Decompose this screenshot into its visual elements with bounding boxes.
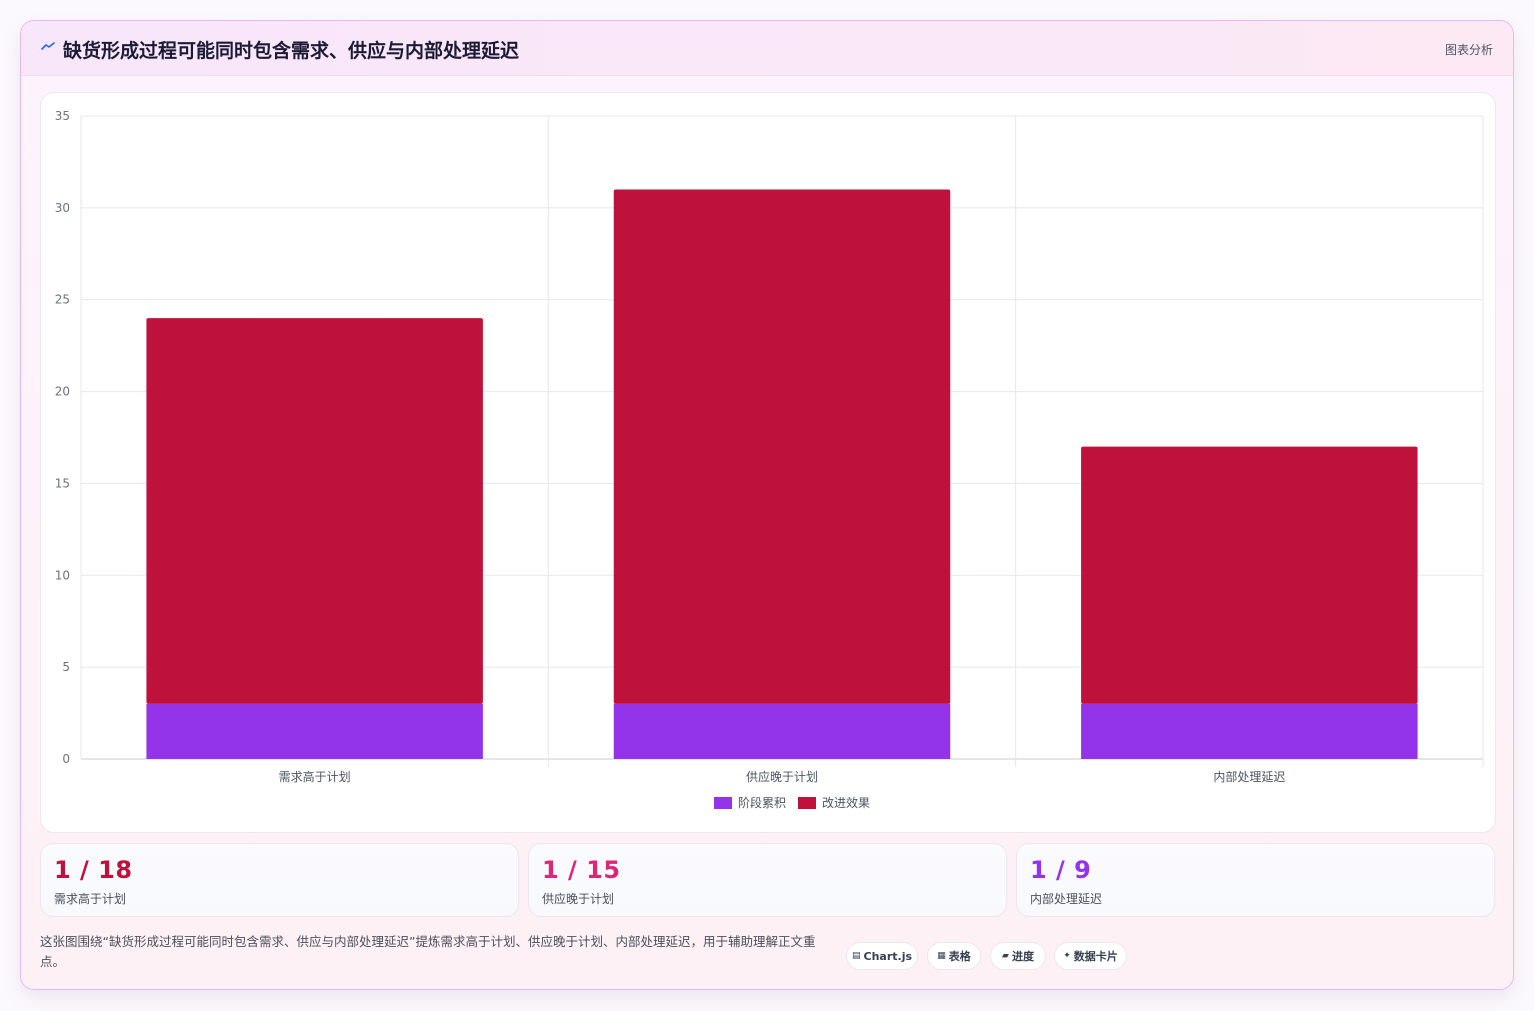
stat-label: 需求高于计划 bbox=[54, 892, 127, 906]
sparkle-icon: ✦ bbox=[1063, 951, 1071, 961]
y-tick-label: 30 bbox=[55, 201, 70, 215]
x-tick-label: 需求高于计划 bbox=[279, 769, 351, 784]
pill-table[interactable]: ▦ 表格 bbox=[927, 942, 981, 970]
legend-swatch bbox=[714, 797, 732, 809]
legend-swatch bbox=[798, 797, 816, 809]
chart-footnote: 这张图围绕“缺货形成过程可能同时包含需求、供应与内部处理延迟”提炼需求高于计划、… bbox=[40, 934, 816, 969]
chart-panel: 0 5 10 15 20 25 30 35 需求高于计划 供应晚于计划 内部处理延迟阶段累积 改进效果 bbox=[40, 92, 1496, 833]
stat-value: 1 / 15 bbox=[542, 856, 621, 884]
legend-label: 阶段累积 bbox=[738, 795, 786, 810]
y-tick-label: 20 bbox=[55, 385, 70, 399]
x-tick-label: 供应晚于计划 bbox=[746, 769, 818, 784]
stat-card-internal: 1 / 9 内部处理延迟 bbox=[1016, 843, 1495, 917]
bar-improvement-1 bbox=[146, 318, 483, 704]
bar-stage-1 bbox=[146, 703, 483, 759]
stat-value: 1 / 9 bbox=[1030, 856, 1092, 884]
y-tick-label: 25 bbox=[55, 293, 70, 307]
y-tick-label: 5 bbox=[62, 660, 70, 674]
pill-label: 进度 bbox=[1011, 950, 1034, 963]
pill-chartjs[interactable]: ▤ Chart.js bbox=[846, 942, 918, 970]
pill-progress[interactable]: ▰ 进度 bbox=[990, 942, 1046, 970]
bar-stage-3 bbox=[1081, 703, 1418, 759]
trend-line-icon bbox=[41, 42, 55, 50]
chart-icon: ▤ bbox=[851, 951, 861, 961]
stat-card-supply: 1 / 15 供应晚于计划 bbox=[528, 843, 1007, 917]
bar-improvement-2 bbox=[613, 189, 951, 704]
stat-card-demand: 1 / 18 需求高于计划 bbox=[40, 843, 519, 917]
legend-label: 改进效果 bbox=[822, 795, 870, 810]
x-tick-label: 内部处理延迟 bbox=[1213, 769, 1285, 784]
pill-label: Chart.js bbox=[863, 949, 913, 963]
bar-improvement-3 bbox=[1081, 446, 1418, 704]
bar-stage-2 bbox=[613, 703, 951, 759]
stat-label: 供应晚于计划 bbox=[542, 892, 615, 906]
pill-data-card[interactable]: ✦ 数据卡片 bbox=[1054, 942, 1127, 970]
chart-card: 缺货形成过程可能同时包含需求、供应与内部处理延迟 图表分析 0 5 10 15 20 25… bbox=[20, 20, 1514, 990]
table-icon: ▦ bbox=[937, 951, 946, 961]
card-header: 缺货形成过程可能同时包含需求、供应与内部处理延迟 图表分析 bbox=[21, 21, 1513, 76]
stat-label: 内部处理延迟 bbox=[1030, 892, 1103, 906]
progress-icon: ▰ bbox=[1002, 951, 1009, 961]
y-tick-label: 10 bbox=[55, 568, 70, 582]
y-tick-label: 35 bbox=[55, 109, 70, 123]
chart-analysis-tag: 图表分析 bbox=[1444, 43, 1493, 57]
y-tick-label: 0 bbox=[62, 752, 70, 766]
stat-value: 1 / 18 bbox=[54, 856, 133, 884]
chart-title: 缺货形成过程可能同时包含需求、供应与内部处理延迟 bbox=[63, 40, 520, 62]
pill-label: 表格 bbox=[948, 950, 971, 963]
y-tick-label: 15 bbox=[55, 476, 70, 490]
pill-label: 数据卡片 bbox=[1073, 950, 1118, 963]
